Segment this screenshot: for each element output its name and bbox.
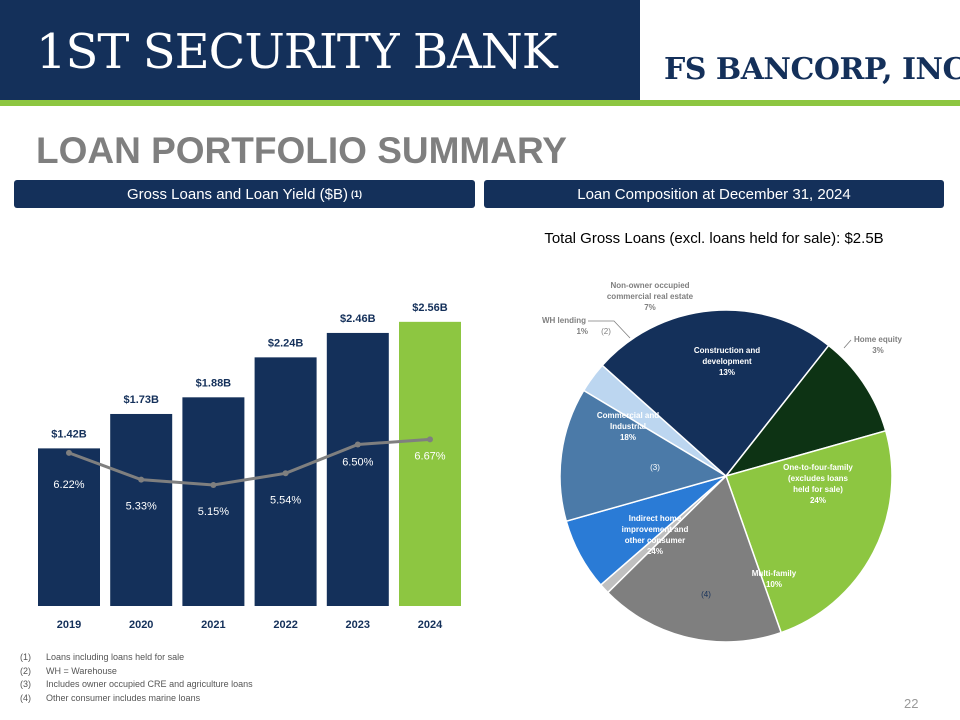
pie-slice-label: Non-owner occupied: [610, 281, 689, 290]
yield-point: [210, 482, 217, 488]
pie-slice-label: 10%: [766, 580, 782, 589]
yield-label: 6.22%: [53, 479, 84, 491]
pie-slice-label: held for sale): [793, 485, 843, 494]
x-tick-label: 2019: [57, 619, 81, 631]
page-title: LOAN PORTFOLIO SUMMARY: [36, 130, 567, 171]
bar: [110, 413, 173, 606]
left-panel-title: Gross Loans and Loan Yield ($B): [127, 185, 348, 203]
yield-label: 6.67%: [414, 450, 445, 462]
leader-line: [588, 320, 631, 339]
x-tick-label: 2021: [201, 619, 225, 631]
pie-slice-label: 13%: [719, 368, 735, 377]
yield-point: [427, 436, 433, 443]
bar: [254, 357, 317, 606]
bar-value-label: $1.88B: [196, 377, 232, 389]
bar-value-label: $2.56B: [412, 302, 448, 314]
leader-line: [843, 339, 852, 349]
pie-slice: [559, 389, 728, 523]
yield-point: [282, 470, 289, 477]
pie-slice-note: (4): [701, 590, 711, 599]
pie-slice-note: (2): [601, 327, 611, 336]
pie-slice-label: Indirect home: [629, 514, 682, 523]
bar-value-label: $2.24B: [268, 337, 304, 349]
yield-point: [138, 476, 145, 483]
pie-slice: [723, 344, 887, 478]
pie-slice-label: 7%: [644, 303, 656, 312]
pie-slice: [606, 474, 783, 643]
bar: [38, 448, 100, 606]
pie-slice-label: commercial real estate: [607, 292, 694, 301]
pie-slice-label: Commercial and: [597, 411, 659, 420]
pie-slice-label: (excludes loans: [788, 474, 849, 483]
x-tick-label: 2023: [346, 619, 370, 631]
yield-label: 6.50%: [342, 457, 373, 469]
x-tick-label: 2022: [273, 619, 297, 631]
left-panel-header: Gross Loans and Loan Yield ($B) (1): [14, 180, 475, 208]
bar-value-label: $1.73B: [123, 394, 159, 406]
pie-slice-label: Construction and: [694, 346, 760, 355]
header-logo-box: [640, 0, 960, 100]
yield-line: [68, 437, 431, 487]
pie-slice-note: (3): [650, 463, 660, 472]
header-accent-line: [0, 100, 960, 106]
pie-slice-label: Multi-family: [752, 569, 797, 578]
yield-label: 5.15%: [198, 506, 229, 518]
footnote: (1) Loans including loans held for sale: [20, 652, 185, 662]
pie-slice-label: other consumer: [625, 536, 685, 545]
yield-point: [354, 441, 361, 448]
yield-label: 5.54%: [270, 494, 301, 506]
bar: [182, 397, 245, 606]
footnote: (4) Other consumer includes marine loans: [20, 692, 201, 703]
brand-logo-right: FS BANCORP, INC.: [664, 52, 960, 87]
pie-slice-label: development: [702, 357, 752, 366]
pie-chart: Construction and development 13% One-to-fou…: [542, 281, 903, 643]
right-panel-title: Loan Composition at December 31, 2024: [577, 185, 851, 203]
page-number: 22: [904, 696, 919, 711]
yield-label: 5.33%: [126, 501, 157, 513]
x-tick-label: 2024: [418, 619, 443, 631]
pie-slice-label: Industrial: [610, 422, 646, 431]
pie-slice-label: 18%: [620, 433, 636, 442]
pie-slice-label: 3%: [872, 346, 884, 355]
footnote: (3) Includes owner occupied CRE and agric…: [20, 679, 253, 689]
bar-value-label: $1.42B: [51, 428, 87, 440]
bar-value-label: $2.46B: [340, 313, 376, 325]
pie-slice-label: 1%: [576, 327, 588, 336]
x-tick-label: 2020: [129, 619, 153, 631]
footnote: (2) WH = Warehouse: [20, 665, 117, 676]
left-panel-title-note: (1): [350, 189, 362, 199]
pie-slice-label: 24%: [647, 547, 663, 556]
pie-subtitle: Total Gross Loans (excl. loans held for …: [544, 230, 884, 247]
footnotes: (1) Loans including loans held for sale (…: [20, 651, 253, 705]
bar-chart: $1.42B 2019 $1.73B 2020 $1.88B 2021 $2.24B 2022…: [38, 302, 461, 631]
bar: [326, 332, 389, 606]
yield-point: [66, 449, 72, 456]
pie-slice-label: improvement and: [622, 525, 689, 534]
pie-slice-label: Home equity: [854, 335, 903, 344]
bar: [399, 321, 461, 606]
pie-slice: [601, 309, 830, 478]
pie-slice-label: WH lending: [542, 316, 586, 325]
pie-slice-label: 24%: [810, 496, 826, 505]
brand-logo-left: 1ST SECURITY BANK: [36, 24, 558, 80]
pie-slice-label: One-to-four-family: [783, 463, 853, 472]
pie-slice: [725, 429, 893, 634]
right-panel-header: Loan Composition at December 31, 2024: [484, 180, 944, 208]
